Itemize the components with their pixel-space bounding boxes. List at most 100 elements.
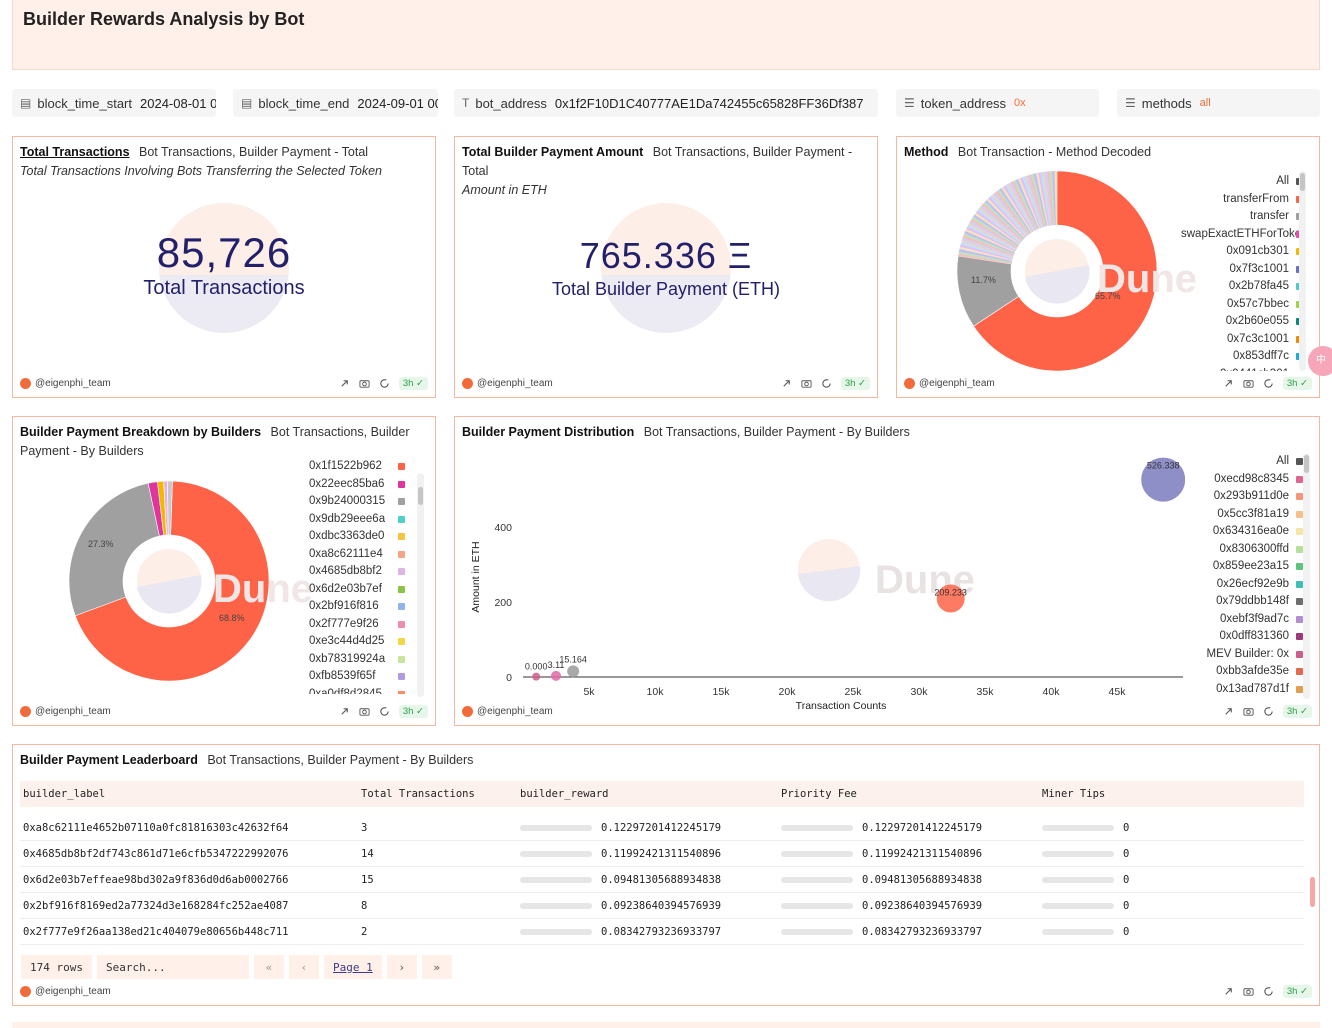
- method-pie-chart[interactable]: 65.7% 11.7%: [957, 171, 1157, 371]
- refresh-icon[interactable]: [821, 378, 832, 389]
- legend-item[interactable]: 0x293b911d0e: [1179, 488, 1303, 506]
- card-title[interactable]: Builder Payment Breakdown by Builders: [20, 425, 262, 439]
- camera-icon[interactable]: [1243, 986, 1254, 997]
- legend-item[interactable]: 0x7f3c1001: [1181, 261, 1303, 279]
- card-title[interactable]: Builder Payment Leaderboard: [20, 753, 198, 767]
- legend-item[interactable]: All: [1181, 173, 1303, 191]
- legend-item[interactable]: 0x5cc3f81a19: [1179, 506, 1303, 524]
- last-page-button[interactable]: »: [421, 955, 452, 979]
- camera-icon[interactable]: [359, 706, 370, 717]
- camera-icon[interactable]: [801, 378, 812, 389]
- legend-item[interactable]: MEV Builder: 0x: [1179, 646, 1303, 664]
- legend-item[interactable]: 0x2f777e9f26: [309, 616, 405, 634]
- column-header[interactable]: Total Transactions: [361, 788, 475, 800]
- author-avatar[interactable]: [904, 377, 915, 389]
- legend-item[interactable]: 0xfb8539f65f: [309, 668, 405, 686]
- legend-item[interactable]: 0xbb3afde35e: [1179, 663, 1303, 681]
- legend-item[interactable]: 0x2b60e055: [1181, 313, 1303, 331]
- legend-item[interactable]: 0x7c3c1001: [1181, 331, 1303, 349]
- author-avatar[interactable]: [462, 705, 473, 717]
- author-avatar[interactable]: [20, 985, 31, 997]
- breakdown-legend[interactable]: 0x1f1522b962 0x22eec85ba6 0x9b24000315 0x9d…: [309, 458, 405, 694]
- legend-item[interactable]: 0x8306300ffd: [1179, 541, 1303, 559]
- legend-item[interactable]: 0xa8c62111e4: [309, 546, 405, 564]
- embed-icon[interactable]: [1223, 986, 1234, 997]
- table-scrollbar[interactable]: [1309, 877, 1316, 907]
- refresh-icon[interactable]: [1263, 706, 1274, 717]
- table-row[interactable]: 0xa8c62111e4652b07110a0fc81816303c42632f…: [20, 815, 1304, 841]
- legend-item[interactable]: 0x4685db8bf2: [309, 563, 405, 581]
- legend-item[interactable]: 0xecd98c8345: [1179, 471, 1303, 489]
- page-indicator[interactable]: Page 1: [323, 955, 382, 979]
- table-row[interactable]: 0x4685db8bf2df743c861d71e6cfb53472229920…: [20, 841, 1304, 867]
- table-row[interactable]: 0x6d2e03b7effeae98bd302a9f836d0d6ab00027…: [20, 867, 1304, 893]
- card-title[interactable]: Builder Payment Distribution: [462, 425, 635, 439]
- author-name[interactable]: @eigenphi_team: [35, 377, 111, 389]
- camera-icon[interactable]: [359, 378, 370, 389]
- legend-item[interactable]: 0xe3c44d4d25: [309, 633, 405, 651]
- embed-icon[interactable]: [339, 706, 350, 717]
- legend-item[interactable]: 0x0441cb301: [1181, 366, 1303, 371]
- legend-item[interactable]: 0x634316ea0e: [1179, 523, 1303, 541]
- legend-item[interactable]: 0x2b78fa45: [1181, 278, 1303, 296]
- param-bot-address[interactable]: T bot_address 0x1f2F10D1C40777AE1Da74245…: [454, 89, 878, 117]
- embed-icon[interactable]: [339, 378, 350, 389]
- card-title[interactable]: Total Builder Payment Amount: [462, 145, 644, 159]
- column-header[interactable]: builder_label: [23, 788, 106, 800]
- legend-item[interactable]: 0x2bf916f816: [309, 598, 405, 616]
- legend-item[interactable]: 0x6d2e03b7ef: [309, 581, 405, 599]
- param-token-address[interactable]: ☰ token_address 0x: [896, 89, 1099, 117]
- column-header[interactable]: Miner Tips: [1042, 788, 1106, 800]
- legend-item[interactable]: 0x26ecf92e9b: [1179, 576, 1303, 594]
- legend-item[interactable]: 0x9b24000315: [309, 493, 405, 511]
- legend-scrollbar[interactable]: [417, 473, 424, 697]
- column-header[interactable]: Priority Fee: [781, 788, 857, 800]
- legend-item[interactable]: 0x853dff7c: [1181, 348, 1303, 366]
- author-avatar[interactable]: [20, 705, 31, 717]
- legend-item[interactable]: transfer: [1181, 208, 1303, 226]
- param-block-time-end[interactable]: ▤ block_time_end 2024-09-01 00:00:00: [233, 89, 438, 117]
- table-row[interactable]: 0x2bf916f8169ed2a77324d3e168284fc252ae40…: [20, 893, 1304, 919]
- param-block-time-start[interactable]: ▤ block_time_start 2024-08-01 00:00:00: [12, 89, 216, 117]
- author-name[interactable]: @eigenphi_team: [477, 377, 553, 389]
- legend-item[interactable]: 0x79ddbb148f: [1179, 593, 1303, 611]
- legend-item[interactable]: All: [1179, 453, 1303, 471]
- legend-item[interactable]: 0x1f1522b962: [309, 458, 405, 476]
- legend-item[interactable]: 0x9db29eee6a: [309, 511, 405, 529]
- legend-item[interactable]: 0x57c7bbec: [1181, 296, 1303, 314]
- card-title[interactable]: Total Transactions: [20, 145, 130, 159]
- camera-icon[interactable]: [1243, 706, 1254, 717]
- legend-item[interactable]: 0xdbc3363de0: [309, 528, 405, 546]
- legend-item[interactable]: 0x22eec85ba6: [309, 476, 405, 494]
- embed-icon[interactable]: [1223, 378, 1234, 389]
- legend-scrollbar[interactable]: [1303, 453, 1310, 699]
- refresh-icon[interactable]: [379, 706, 390, 717]
- first-page-button[interactable]: «: [253, 955, 284, 979]
- legend-item[interactable]: 0x0dff831360: [1179, 628, 1303, 646]
- column-header[interactable]: builder_reward: [520, 788, 609, 800]
- legend-item[interactable]: 0x859ee23a15: [1179, 558, 1303, 576]
- embed-icon[interactable]: [781, 378, 792, 389]
- author-avatar[interactable]: [462, 377, 473, 389]
- legend-item[interactable]: transferFrom: [1181, 191, 1303, 209]
- legend-item[interactable]: 0x13ad787d1f: [1179, 681, 1303, 699]
- author-name[interactable]: @eigenphi_team: [35, 985, 111, 997]
- card-title[interactable]: Method: [904, 145, 949, 159]
- author-avatar[interactable]: [20, 377, 31, 389]
- legend-item[interactable]: swapExactETHForTokens: [1181, 226, 1303, 244]
- next-page-button[interactable]: ›: [386, 955, 417, 979]
- legend-item[interactable]: 0x091cb301: [1181, 243, 1303, 261]
- refresh-icon[interactable]: [1263, 378, 1274, 389]
- camera-icon[interactable]: [1243, 378, 1254, 389]
- method-legend[interactable]: All transferFrom transfer swapExactETHForTo…: [1181, 173, 1303, 371]
- refresh-icon[interactable]: [1263, 986, 1274, 997]
- table-row[interactable]: 0x2f777e9f26aa138ed21c404079e80656b448c7…: [20, 919, 1304, 945]
- prev-page-button[interactable]: ‹: [288, 955, 319, 979]
- breakdown-pie-chart[interactable]: 68.8% 27.3%: [69, 481, 269, 681]
- legend-item[interactable]: 0xb78319924a: [309, 651, 405, 669]
- author-name[interactable]: @eigenphi_team: [477, 705, 553, 717]
- legend-item[interactable]: 0xa0df8d2845: [309, 686, 405, 694]
- legend-item[interactable]: 0xebf3f9ad7c: [1179, 611, 1303, 629]
- author-name[interactable]: @eigenphi_team: [35, 705, 111, 717]
